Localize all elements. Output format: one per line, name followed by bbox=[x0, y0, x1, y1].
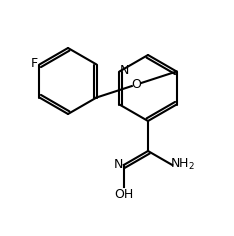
Text: N: N bbox=[114, 157, 124, 170]
Text: OH: OH bbox=[114, 187, 133, 201]
Text: F: F bbox=[31, 57, 38, 70]
Text: O: O bbox=[132, 78, 142, 91]
Text: NH$_2$: NH$_2$ bbox=[170, 156, 195, 172]
Text: N: N bbox=[120, 64, 129, 77]
